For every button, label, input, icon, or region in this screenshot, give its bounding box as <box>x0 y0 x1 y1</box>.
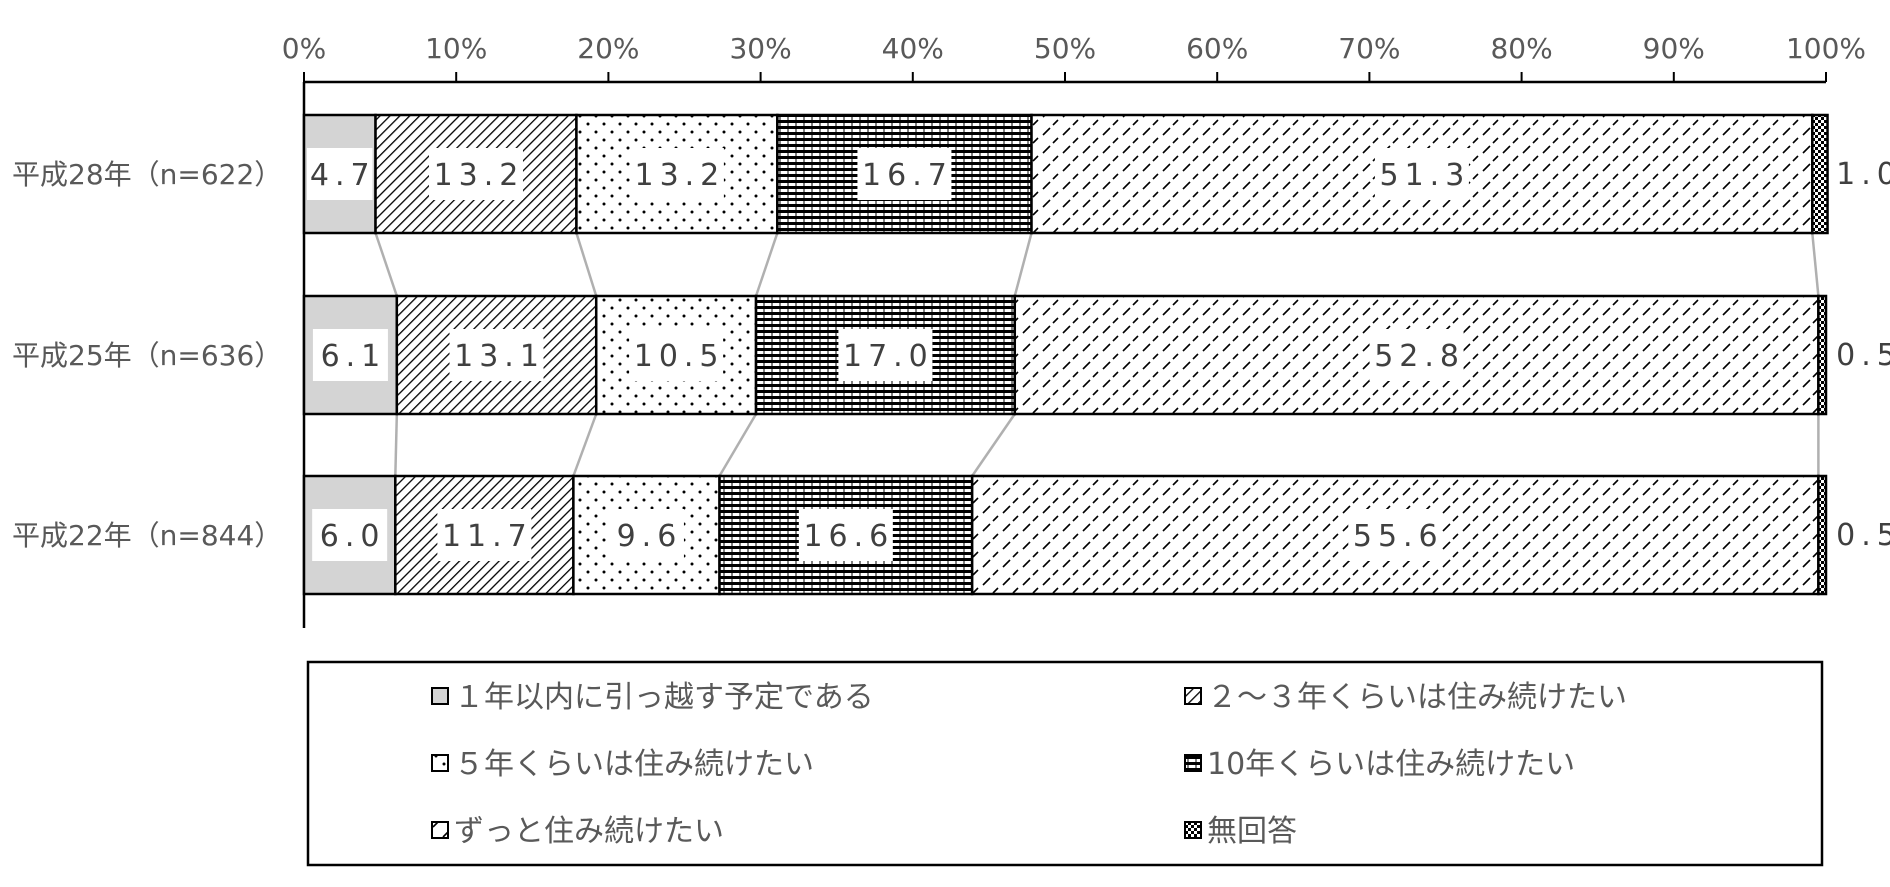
x-tick-label: 40% <box>882 32 944 65</box>
legend-label: ずっと住み続けたい <box>454 814 724 849</box>
data-label-background <box>312 509 388 561</box>
data-label-background <box>312 329 388 381</box>
data-label-background <box>798 509 893 561</box>
data-label: 5 2 . 8 <box>1374 339 1459 374</box>
legend-swatch <box>1184 687 1202 705</box>
data-label: 1 6 . 7 <box>862 158 947 193</box>
x-tick-label: 80% <box>1490 32 1552 65</box>
series-connector-line <box>572 413 598 477</box>
data-label-background <box>437 509 532 561</box>
data-label: 6 . 1 <box>321 339 381 374</box>
legend-label: 無回答 <box>1207 814 1297 849</box>
data-label-background <box>307 148 373 200</box>
series-connector-line <box>1013 232 1033 297</box>
data-label: 1 3 . 1 <box>454 339 539 374</box>
series-connector-line <box>718 413 758 477</box>
data-label: 0 . 5 <box>1836 518 1890 553</box>
legend-swatch <box>1184 821 1202 839</box>
legend-label: 10年くらいは住み続けたい <box>1207 747 1575 782</box>
series-connector-line <box>394 413 399 477</box>
data-label-background <box>857 148 952 200</box>
series-connector-line <box>374 232 399 297</box>
bar-segment <box>1817 474 1828 596</box>
data-label-background <box>428 148 523 200</box>
series-connector-line <box>575 232 598 297</box>
data-label: 4 . 7 <box>310 158 370 193</box>
legend-swatch <box>431 687 449 705</box>
legend-swatch <box>431 754 449 772</box>
legend-swatch <box>431 821 449 839</box>
x-tick-label: 90% <box>1643 32 1705 65</box>
data-label: 1 6 . 6 <box>803 519 888 554</box>
bar-segment <box>1817 294 1828 416</box>
category-label: 平成28年（n=622） <box>12 158 282 191</box>
data-label: 9 . 6 <box>617 519 677 554</box>
bar-segment <box>594 294 758 416</box>
legend-swatch <box>1184 754 1202 772</box>
bar-segment <box>1811 113 1829 235</box>
data-label-background <box>1374 148 1469 200</box>
x-tick-label: 0% <box>282 32 326 65</box>
data-label-background <box>1348 509 1443 561</box>
data-label: 1 3 . 2 <box>634 158 719 193</box>
legend: １年以内に引っ越す予定である ２～３年くらいは住み続けたい ５年くらいは住み続けたい… <box>306 660 1824 867</box>
category-label: 平成22年（n=844） <box>12 519 282 552</box>
data-label-background <box>629 148 724 200</box>
legend-label: １年以内に引っ越す予定である <box>454 680 874 715</box>
series-connector-line <box>1811 232 1820 297</box>
x-tick-label: 30% <box>729 32 791 65</box>
data-label-background <box>449 329 544 381</box>
data-label-background <box>1369 329 1464 381</box>
x-tick-label: 60% <box>1186 32 1248 65</box>
x-tick-label: 10% <box>425 32 487 65</box>
legend-label: ５年くらいは住み続けたい <box>454 747 814 782</box>
series-connector-line <box>971 413 1016 477</box>
x-tick-label: 20% <box>577 32 639 65</box>
x-axis: 0% 10% 20% 30% 40% 50% 60% 70% 80% 90% 100% 平成28年（n… <box>12 32 1866 628</box>
data-label: 5 5 . 6 <box>1353 519 1438 554</box>
data-label-background <box>838 329 933 381</box>
series-connector-lines <box>374 232 1820 477</box>
legend-label: ２～３年くらいは住み続けたい <box>1207 680 1627 715</box>
data-label: 5 1 . 3 <box>1380 158 1465 193</box>
data-label: 1 7 . 0 <box>843 339 928 374</box>
data-label: 1 . 0 <box>1836 157 1890 192</box>
data-label-background <box>608 509 684 561</box>
x-tick-label: 100% <box>1786 32 1866 65</box>
data-label-background <box>629 329 724 381</box>
legend-box <box>306 660 1824 867</box>
data-label: 0 . 5 <box>1836 338 1890 373</box>
x-tick-label: 50% <box>1034 32 1096 65</box>
data-labels: 4 . 7 1 3 . 2 1 3 . 2 1 6 . 7 5 1 . 3 1 . 0 6 … <box>307 148 1890 561</box>
category-label: 平成25年（n=636） <box>12 339 282 372</box>
data-label: 1 3 . 2 <box>434 158 519 193</box>
data-label: 1 0 . 5 <box>634 339 719 374</box>
x-tick-label: 70% <box>1338 32 1400 65</box>
data-label: 6 . 0 <box>320 519 380 554</box>
data-label: 1 1 . 7 <box>442 519 527 554</box>
series-connector-line <box>754 232 779 297</box>
